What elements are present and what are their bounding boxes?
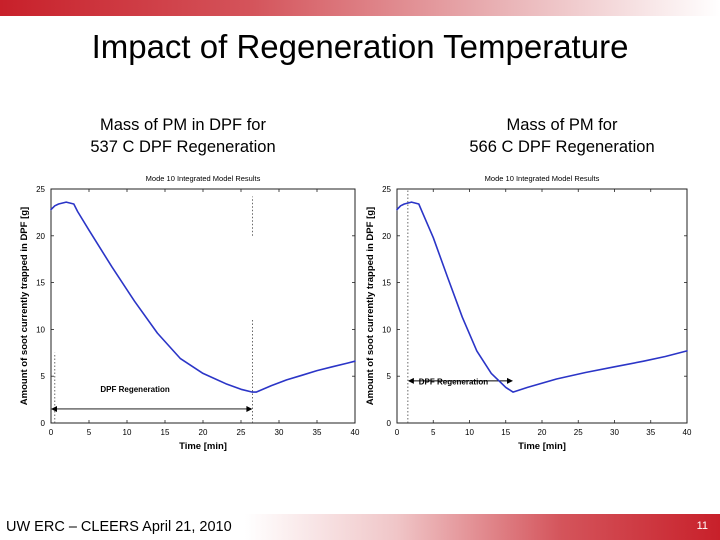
chart-2-x-tick-label: 0 <box>395 428 400 437</box>
chart-2-y-tick-label: 20 <box>382 232 391 241</box>
chart-1-x-tick-label: 20 <box>199 428 208 437</box>
chart-1-x-tick-label: 15 <box>161 428 170 437</box>
chart-2-annotation-label: DPF Regeneration <box>419 378 488 387</box>
chart-1-plot-title: Mode 10 Integrated Model Results <box>146 174 261 183</box>
chart-1-soot-mass-line <box>50 201 356 393</box>
chart-1-x-tick-label: 25 <box>237 428 246 437</box>
chart-2-x-tick-label: 25 <box>574 428 583 437</box>
chart-2-soot-mass-line <box>396 201 688 393</box>
right-heading-line-1: Mass of PM for <box>506 116 618 134</box>
left-chart-heading: Mass of PM in DPF for 537 C DPF Regenera… <box>33 114 333 158</box>
top-accent-bar <box>0 0 720 16</box>
chart-1-x-tick-label: 10 <box>123 428 132 437</box>
chart-1-x-tick-label: 40 <box>351 428 360 437</box>
chart-1-x-tick-label: 0 <box>49 428 54 437</box>
chart-2-x-tick-label: 40 <box>683 428 692 437</box>
chart-1-annotation-label: DPF Regeneration <box>100 385 169 394</box>
bottom-accent-bar <box>0 514 720 540</box>
chart-1-y-tick-label: 20 <box>36 232 45 241</box>
chart-2-x-tick-label: 10 <box>465 428 474 437</box>
chart-1-x-tick-label: 30 <box>275 428 284 437</box>
right-heading-line-2: 566 C DPF Regeneration <box>469 138 655 156</box>
chart-1-y-tick-label: 15 <box>36 279 45 288</box>
slide-title: Impact of Regeneration Temperature <box>91 28 629 65</box>
chart-1-y-tick-label: 5 <box>41 372 46 381</box>
page-number: 11 <box>696 520 708 532</box>
right-chart-heading: Mass of PM for 566 C DPF Regeneration <box>412 114 712 158</box>
chart-2-x-tick-label: 5 <box>431 428 436 437</box>
chart-1-y-tick-label: 10 <box>36 325 45 334</box>
chart-2-y-tick-label: 10 <box>382 325 391 334</box>
chart-2-x-axis-label: Time [min] <box>518 441 566 452</box>
chart-1-annotation-arrow-head-right <box>246 405 253 412</box>
chart-2-plot-frame <box>396 188 688 424</box>
chart-1-x-axis-label: Time [min] <box>179 441 227 452</box>
chart-2-plot-title: Mode 10 Integrated Model Results <box>485 174 600 183</box>
chart-2-annotation-arrow-head-right <box>507 377 513 384</box>
chart-2-annotation-arrow-head-left <box>407 377 414 384</box>
chart-2-x-tick-label: 35 <box>646 428 655 437</box>
chart-1-x-tick-label: 35 <box>313 428 322 437</box>
chart-1-plot-frame <box>50 188 356 424</box>
chart-2-y-tick-label: 0 <box>387 419 392 428</box>
chart-1-y-tick-label: 25 <box>36 185 45 194</box>
chart-2-y-tick-label: 15 <box>382 279 391 288</box>
left-heading-line-1: Mass of PM in DPF for <box>100 116 266 134</box>
footer-text: UW ERC – CLEERS April 21, 2010 <box>6 519 232 535</box>
chart-2-x-tick-label: 15 <box>501 428 510 437</box>
left-heading-line-2: 537 C DPF Regeneration <box>90 138 276 156</box>
chart-1-annotation-arrow-head-left <box>51 405 57 412</box>
chart-2-y-tick-label: 25 <box>382 185 391 194</box>
chart-2-y-axis-label: Amount of soot currently trapped in DPF … <box>365 207 376 405</box>
chart-2-y-tick-label: 5 <box>387 372 392 381</box>
chart-1-y-tick-label: 0 <box>41 419 46 428</box>
chart-1-x-tick-label: 5 <box>87 428 92 437</box>
chart-2-x-tick-label: 30 <box>610 428 619 437</box>
chart-2-x-tick-label: 20 <box>538 428 547 437</box>
chart-1-y-axis-label: Amount of soot currently trapped in DPF … <box>19 207 30 405</box>
